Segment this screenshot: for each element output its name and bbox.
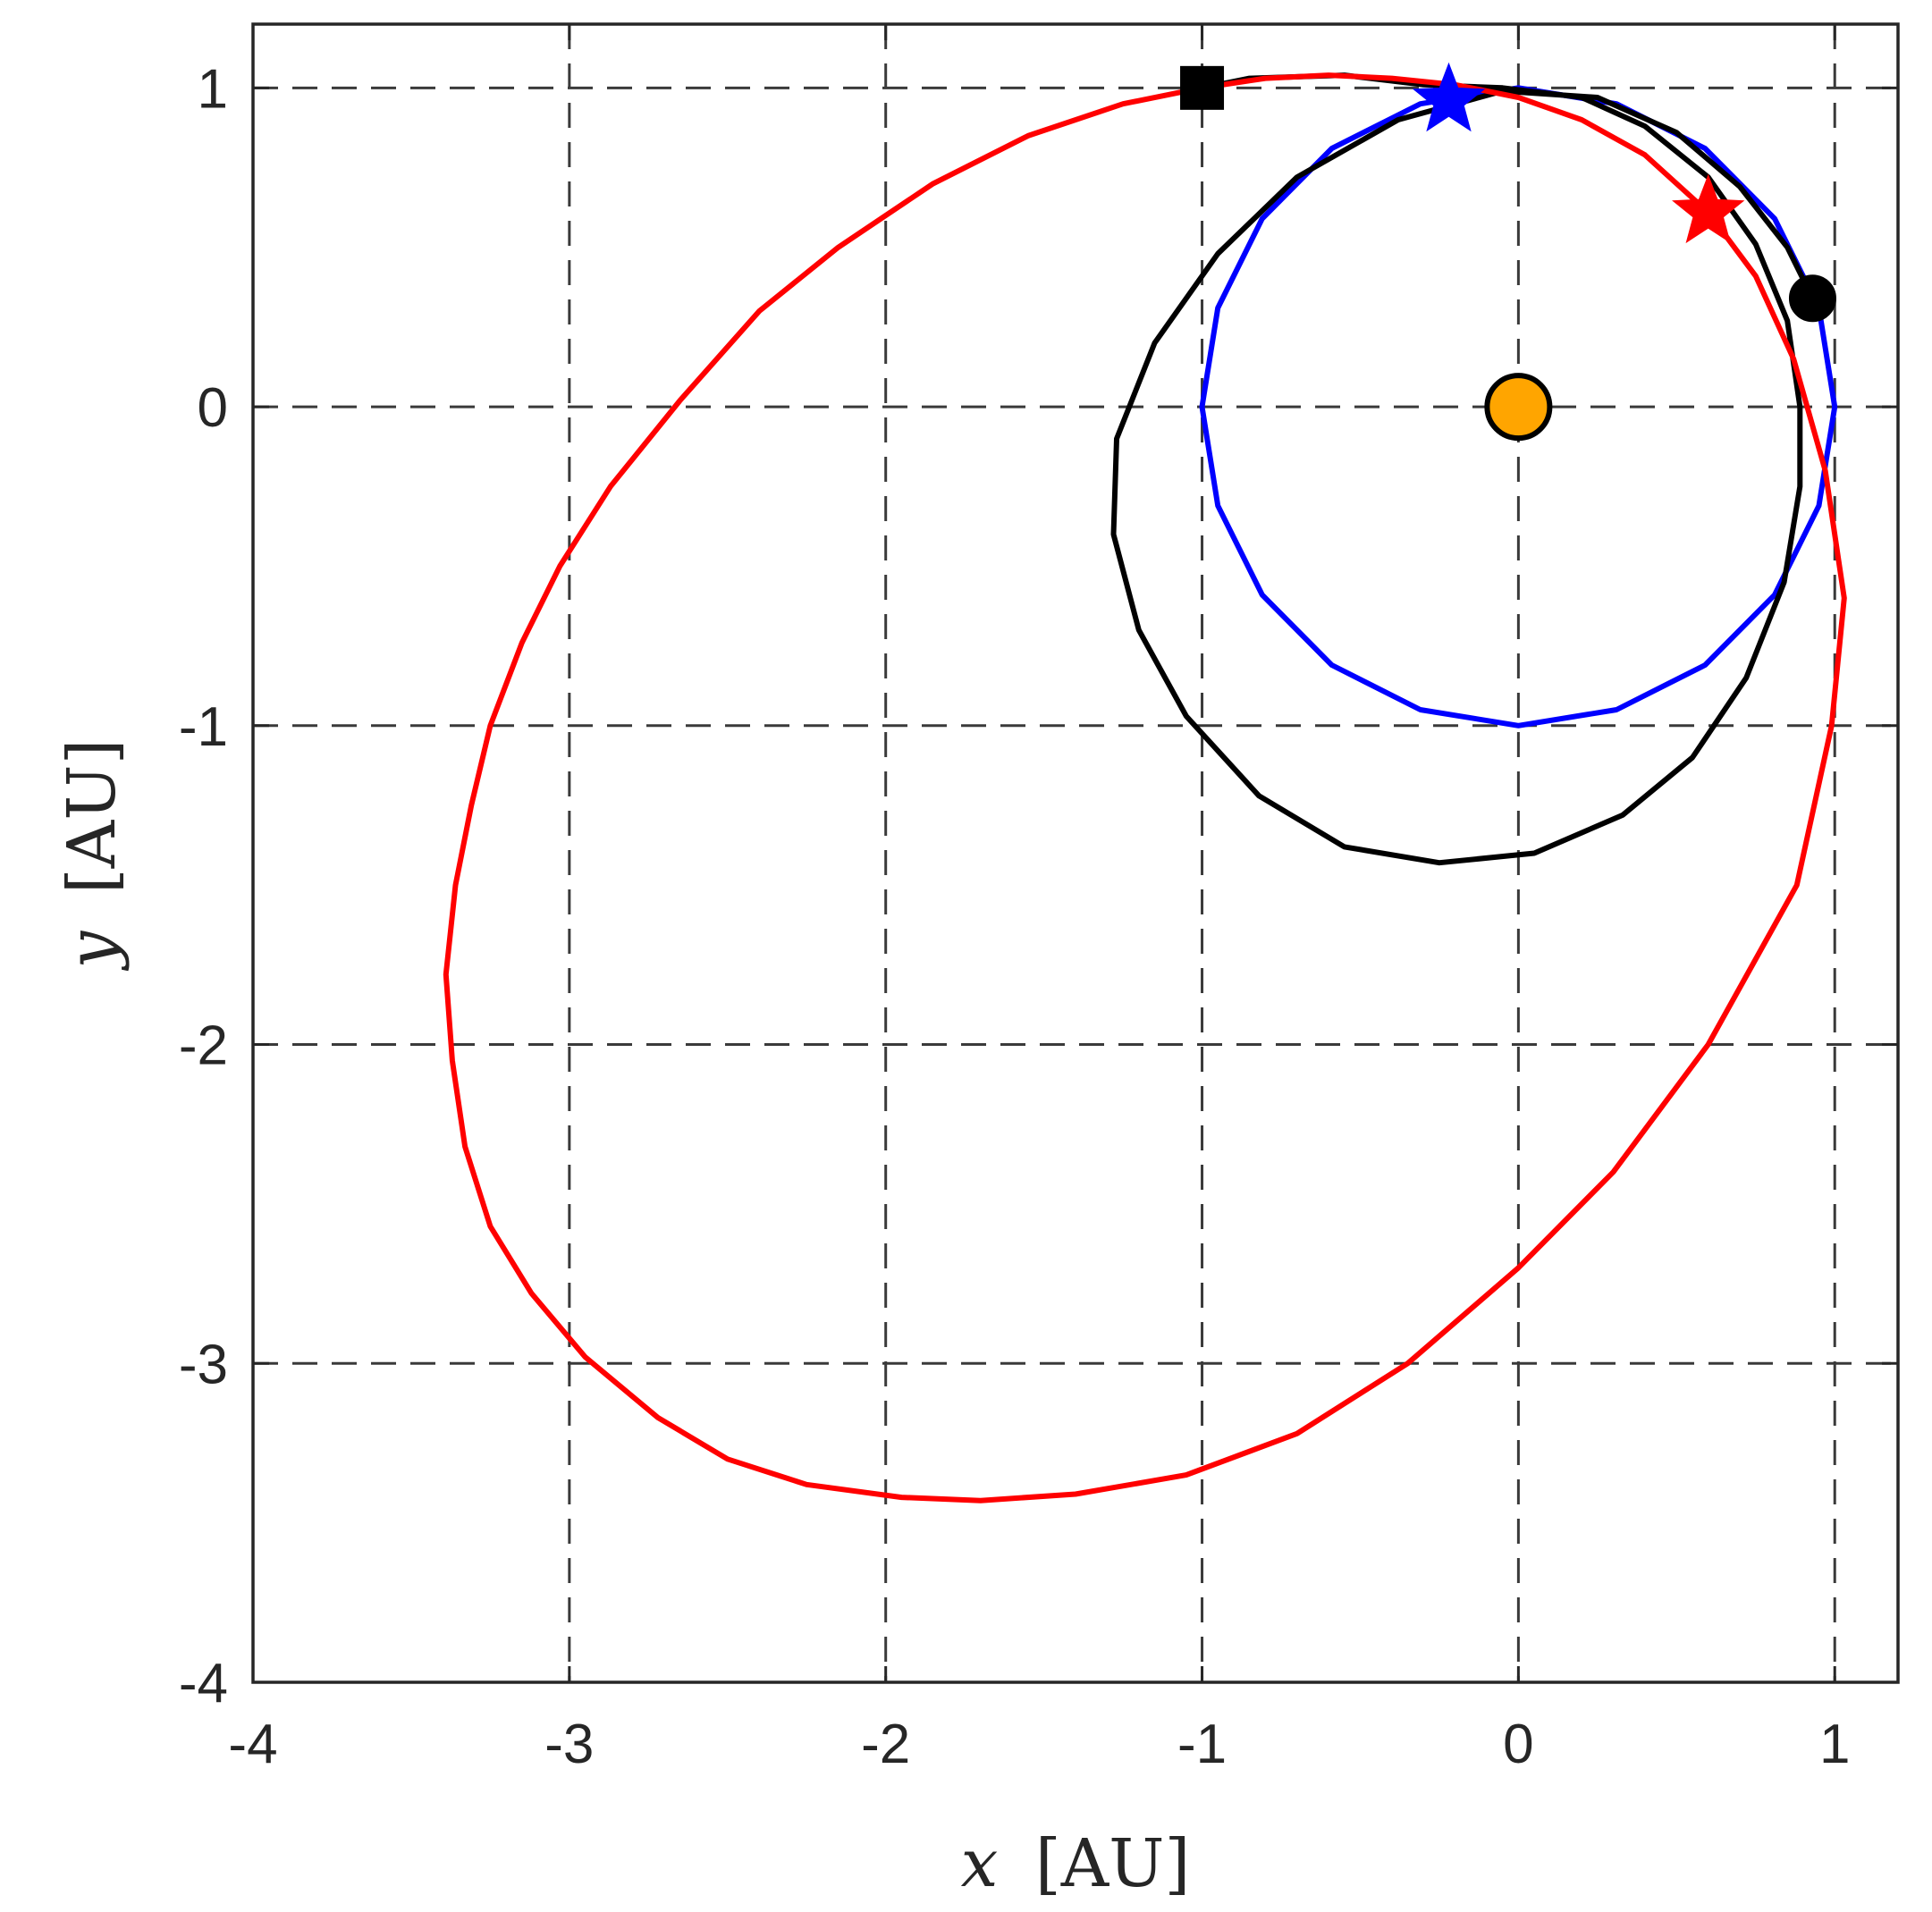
star-marker (1412, 62, 1486, 132)
orbit-markers (1180, 62, 1836, 442)
star-marker (1672, 173, 1745, 244)
y-axis-label-unit: [AU] (54, 739, 131, 895)
x-tick-labels: -4 -3 -2 -1 0 1 (228, 1714, 1850, 1775)
y-tick-label: -2 (179, 1015, 228, 1077)
red-orbit-line (443, 72, 1847, 1503)
x-tick-label: -2 (861, 1714, 910, 1775)
y-tick-label: -4 (179, 1653, 228, 1714)
x-axis-label: x [AU] (961, 1825, 1191, 1902)
y-axis-label: y [AU] (54, 739, 131, 972)
x-tick-label: -3 (544, 1714, 594, 1775)
plot-frame (251, 22, 1900, 1684)
square-marker (1180, 65, 1225, 110)
x-tick-label: -4 (228, 1714, 277, 1775)
y-tick-label: -1 (179, 696, 228, 758)
sun-marker (1484, 373, 1553, 442)
y-tick-label: 1 (198, 58, 228, 120)
x-tick-label: 1 (1819, 1714, 1850, 1775)
circle-marker (1788, 274, 1836, 323)
axis-ticks (251, 24, 1898, 1684)
plot-area-background (253, 24, 1898, 1682)
y-axis-label-var: y (54, 930, 131, 971)
y-tick-label: -3 (179, 1334, 228, 1395)
x-tick-label: -1 (1177, 1714, 1227, 1775)
x-tick-label: 0 (1503, 1714, 1533, 1775)
y-tick-label: 0 (198, 377, 228, 439)
x-axis-label-unit: [AU] (1035, 1825, 1191, 1902)
x-axis-label-var: x (961, 1825, 999, 1902)
y-tick-labels: -4 -3 -2 -1 0 1 (179, 58, 228, 1714)
